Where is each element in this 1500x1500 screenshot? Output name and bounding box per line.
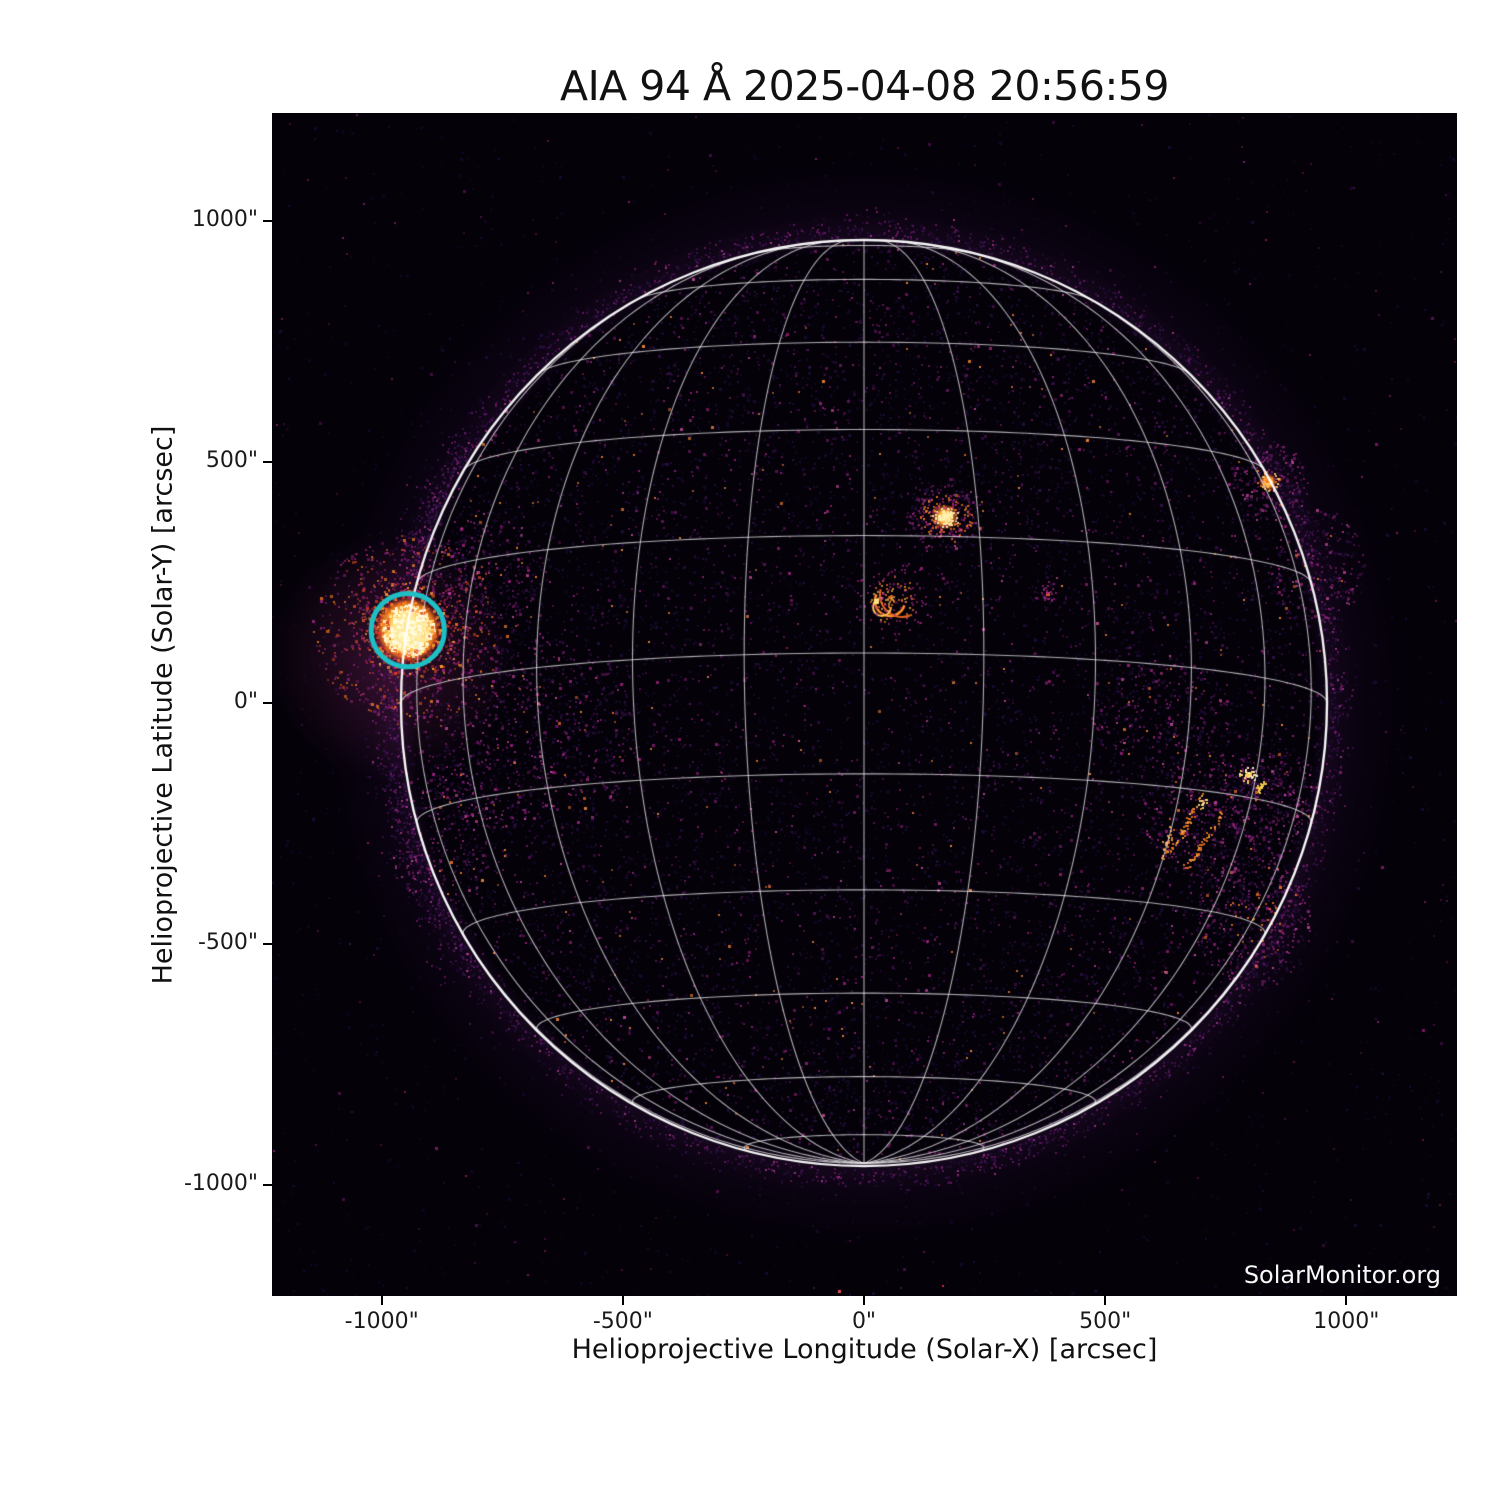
y-tick-label: -1000" [183, 1171, 258, 1197]
x-tick-mark [1104, 1296, 1107, 1305]
x-tick-mark [1345, 1296, 1348, 1305]
x-tick-label: 1000" [1313, 1309, 1380, 1334]
solar-disk-image [272, 113, 1457, 1296]
y-tick-mark [263, 1184, 272, 1187]
y-tick-label: 500" [205, 447, 258, 473]
y-tick-label: 0" [233, 689, 258, 714]
plot-area: SolarMonitor.org [272, 113, 1457, 1296]
x-tick-label: -500" [592, 1309, 653, 1334]
y-tick-mark [263, 702, 272, 704]
y-axis-label: Helioprojective Latitude (Solar-Y) [arcs… [147, 425, 179, 985]
figure-title: AIA 94 Å 2025-04-08 20:56:59 [560, 62, 1169, 110]
x-tick-label: 500" [1079, 1309, 1132, 1334]
x-tick-mark [863, 1296, 865, 1305]
y-tick-mark [263, 460, 272, 463]
x-tick-label: 0" [851, 1309, 877, 1334]
x-axis-label: Helioprojective Longitude (Solar-X) [arc… [571, 1334, 1158, 1365]
y-tick-label: -500" [197, 930, 258, 956]
y-tick-mark [263, 219, 272, 222]
x-tick-label: -1000" [344, 1309, 419, 1334]
y-tick-label: 1000" [191, 206, 258, 232]
x-tick-mark [380, 1296, 383, 1305]
watermark-text: SolarMonitor.org [1243, 1261, 1441, 1289]
x-tick-mark [621, 1296, 624, 1305]
y-tick-mark [263, 943, 272, 946]
